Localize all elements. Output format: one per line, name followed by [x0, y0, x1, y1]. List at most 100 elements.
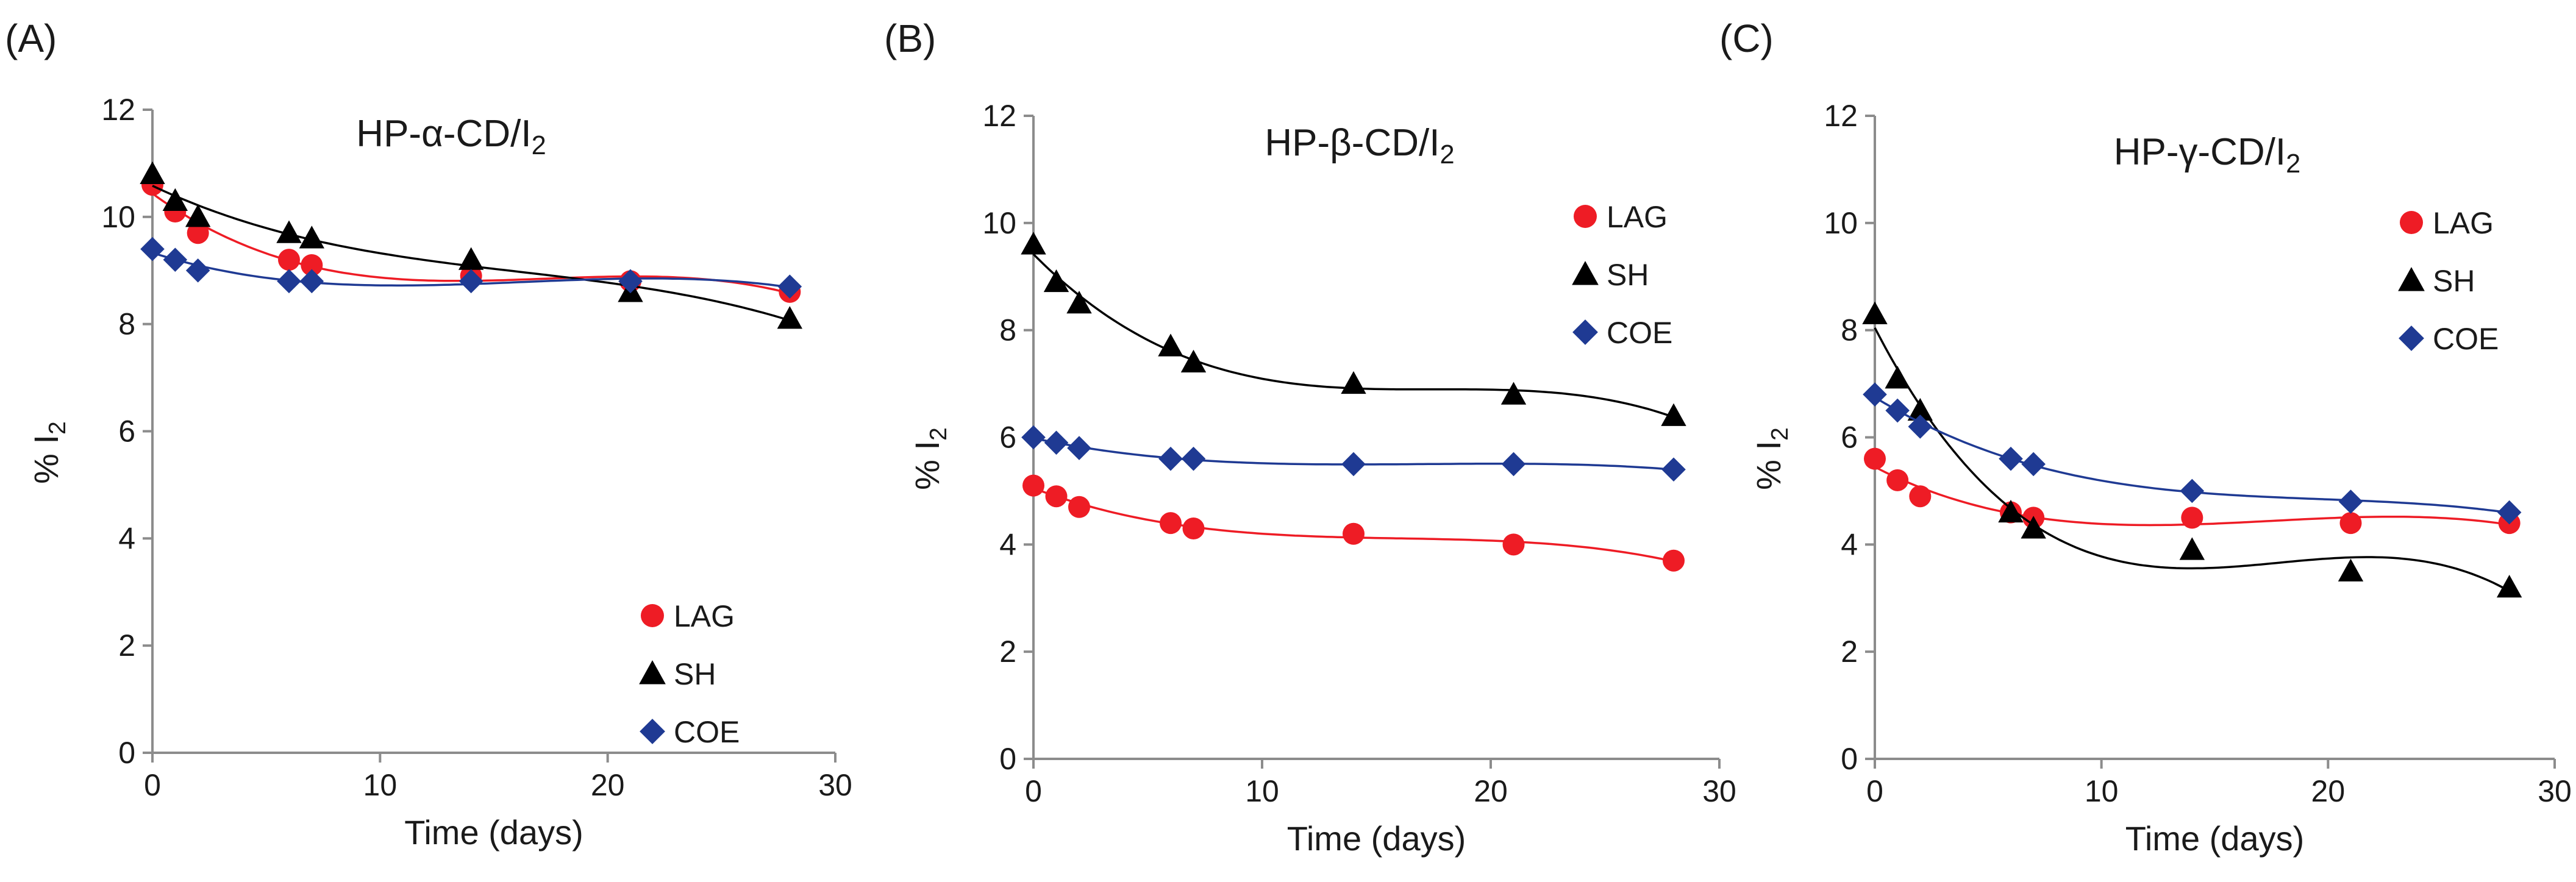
chart-panel-0: (A) HP-α-CD/I2 0 2 4 6 8 10 12 0 10 20 30 Time (days)…: [5, 16, 852, 852]
y-tick-label: 12: [982, 99, 1016, 133]
data-point-lag: [1864, 447, 1886, 470]
data-point-sh: [299, 226, 325, 249]
data-point-sh: [1661, 403, 1686, 426]
data-point-lag: [1663, 549, 1685, 572]
legend-marker-lag: [641, 604, 664, 627]
x-tick-label: 30: [1702, 774, 1736, 808]
data-point-sh: [276, 220, 302, 243]
data-point-coe: [140, 237, 165, 261]
legend-label-sh: SH: [1607, 258, 1649, 292]
data-point-sh: [2021, 516, 2046, 539]
x-tick-label: 20: [591, 768, 625, 802]
y-tick-label: 2: [118, 628, 135, 663]
data-point-coe: [299, 269, 324, 294]
legend-label-coe: COE: [674, 715, 740, 749]
y-tick-label: 0: [1841, 742, 1858, 776]
x-axis-title: Time (days): [1287, 819, 1466, 858]
data-point-sh: [162, 188, 188, 212]
y-tick-label: 4: [1841, 527, 1858, 561]
data-point-sh: [1500, 382, 1527, 405]
legend-label-sh: SH: [674, 657, 716, 691]
legend-marker-lag: [2400, 211, 2423, 234]
legend-marker-sh: [639, 660, 666, 685]
x-tick-label: 30: [818, 768, 852, 802]
legend-label-sh: SH: [2433, 264, 2475, 298]
y-tick-label: 8: [118, 307, 135, 341]
data-point-coe: [2180, 478, 2205, 503]
data-point-coe: [618, 269, 643, 294]
chart-title: HP-γ-CD/I2: [2114, 131, 2301, 179]
legend-label-coe: COE: [1607, 316, 1672, 350]
x-tick-label: 10: [1245, 774, 1279, 808]
data-point-lag: [2181, 507, 2203, 529]
y-tick-label: 8: [999, 313, 1016, 347]
y-tick-label: 2: [999, 635, 1016, 669]
legend-marker-coe: [1572, 319, 1598, 345]
y-tick-label: 2: [1841, 635, 1858, 669]
x-tick-label: 20: [2311, 774, 2346, 808]
data-point-coe: [1501, 452, 1526, 477]
x-axis-title: Time (days): [404, 813, 583, 852]
data-point-coe: [458, 269, 483, 294]
legend-marker-sh: [1572, 261, 1599, 285]
chart-title: HP-β-CD/I2: [1265, 122, 1454, 169]
data-point-coe: [2021, 452, 2046, 477]
x-tick-label: 20: [1474, 774, 1508, 808]
y-tick-label: 12: [1824, 99, 1858, 133]
data-point-lag: [1502, 533, 1525, 556]
data-point-sh: [1021, 232, 1046, 255]
data-point-coe: [1661, 457, 1686, 482]
data-point-coe: [1999, 446, 2023, 471]
legend-label-lag: LAG: [2433, 206, 2494, 240]
data-point-coe: [777, 274, 802, 299]
data-point-sh: [140, 161, 165, 185]
legend-marker-lag: [1574, 205, 1597, 228]
data-point-lag: [1886, 469, 1909, 491]
panel-label: (B): [884, 16, 936, 60]
data-point-sh: [1066, 291, 1092, 314]
data-point-lag: [1022, 474, 1044, 497]
data-point-sh: [185, 204, 211, 227]
data-point-sh: [2179, 537, 2205, 560]
data-point-coe: [1021, 425, 1046, 450]
data-point-coe: [1067, 436, 1091, 460]
panel-label: (C): [1719, 16, 1774, 60]
y-axis-title: % I2: [1749, 427, 1793, 490]
data-point-coe: [2497, 500, 2522, 525]
y-tick-label: 6: [999, 421, 1016, 455]
y-tick-label: 6: [118, 414, 135, 449]
data-point-lag: [1909, 485, 1932, 508]
data-point-coe: [1885, 398, 1910, 423]
data-point-lag: [1068, 496, 1090, 518]
data-point-coe: [1181, 446, 1206, 471]
data-point-sh: [1180, 349, 1207, 372]
y-tick-label: 0: [999, 742, 1016, 776]
data-point-coe: [185, 258, 210, 283]
legend-marker-coe: [2399, 325, 2424, 351]
data-point-coe: [1044, 430, 1069, 455]
y-tick-label: 8: [1841, 313, 1858, 347]
data-point-lag: [1160, 512, 1182, 535]
x-tick-label: 0: [1866, 774, 1883, 808]
x-tick-label: 30: [2538, 774, 2572, 808]
y-tick-label: 4: [999, 527, 1016, 561]
data-point-coe: [163, 247, 188, 272]
y-tick-label: 6: [1841, 421, 1858, 455]
y-tick-label: 12: [101, 93, 135, 127]
data-point-sh: [1158, 333, 1183, 357]
data-point-lag: [187, 222, 209, 244]
data-point-coe: [1158, 446, 1183, 471]
legend-marker-coe: [640, 719, 665, 744]
chart-title: HP-α-CD/I2: [356, 113, 546, 160]
data-point-sh: [1341, 371, 1366, 394]
trendline-sh: [1874, 327, 2510, 592]
data-point-sh: [1043, 269, 1069, 293]
data-point-coe: [277, 269, 301, 294]
data-point-sh: [1862, 301, 1888, 324]
data-point-coe: [1863, 382, 1887, 407]
data-point-lag: [1343, 522, 1365, 545]
panel-label: (A): [5, 16, 57, 60]
data-point-lag: [1045, 485, 1068, 508]
y-tick-label: 10: [1824, 206, 1858, 240]
chart-panel-2: (C) HP-γ-CD/I2 0 2 4 6 8 10 12 0 10 20 30 Time (days)…: [1719, 16, 2572, 858]
